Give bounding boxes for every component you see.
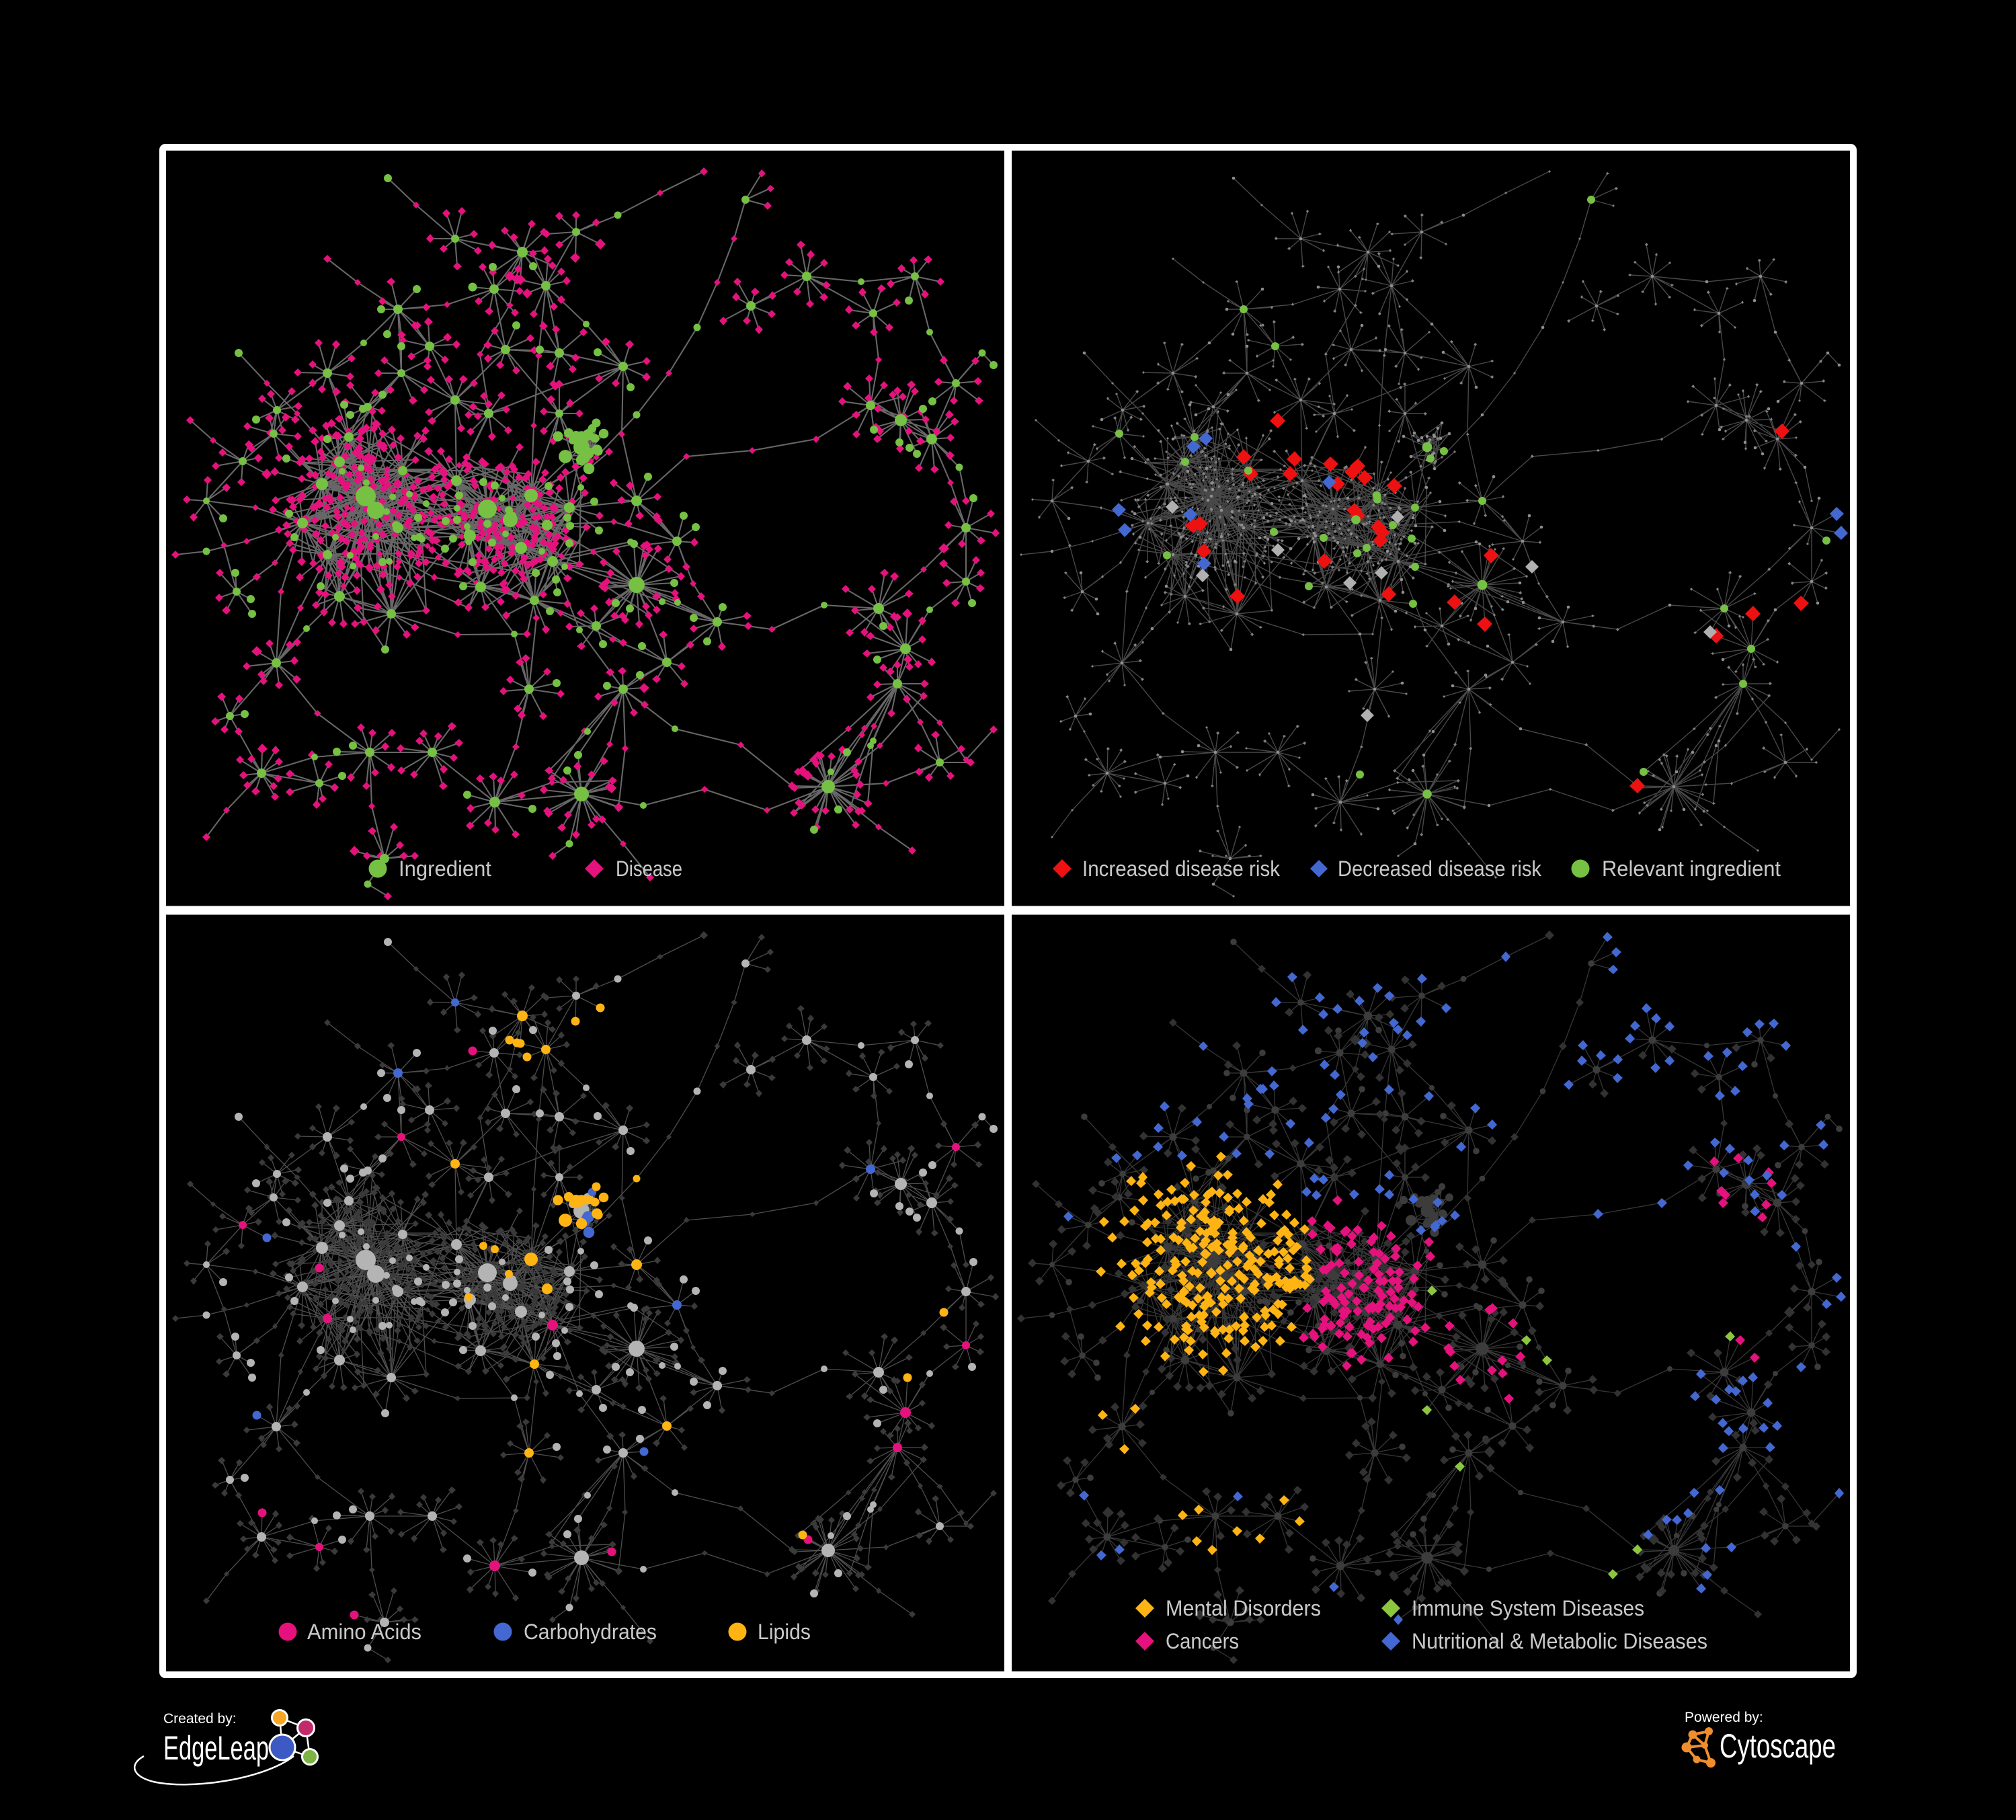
- svg-text:Mental Disorders: Mental Disorders: [1166, 1596, 1321, 1620]
- svg-text:Disease: Disease: [616, 857, 682, 881]
- svg-text:Ingredient: Ingredient: [399, 857, 491, 881]
- svg-text:Relevant ingredient: Relevant ingredient: [1602, 857, 1781, 881]
- svg-text:Cytoscape: Cytoscape: [1720, 1727, 1836, 1765]
- svg-text:Amino Acids: Amino Acids: [307, 1620, 421, 1644]
- svg-text:Decreased disease risk: Decreased disease risk: [1338, 857, 1542, 881]
- svg-text:Immune System Diseases: Immune System Diseases: [1412, 1596, 1644, 1620]
- svg-text:Created by:: Created by:: [163, 1711, 237, 1727]
- svg-text:EdgeLeap: EdgeLeap: [163, 1729, 269, 1767]
- svg-text:Lipids: Lipids: [758, 1620, 811, 1644]
- svg-text:Cancers: Cancers: [1166, 1629, 1239, 1653]
- svg-text:Nutritional & Metabolic Diseas: Nutritional & Metabolic Diseases: [1412, 1629, 1707, 1653]
- svg-text:Carbohydrates: Carbohydrates: [524, 1620, 657, 1644]
- svg-text:Increased disease risk: Increased disease risk: [1082, 857, 1281, 881]
- svg-text:Powered by:: Powered by:: [1685, 1710, 1763, 1725]
